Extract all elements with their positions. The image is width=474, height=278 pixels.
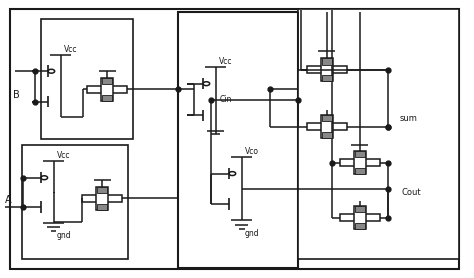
Bar <box>354 151 366 174</box>
Bar <box>355 151 365 157</box>
Bar <box>355 206 365 212</box>
Bar <box>102 95 112 101</box>
Text: Cout: Cout <box>401 188 421 197</box>
Text: Vcc: Vcc <box>64 45 78 54</box>
Bar <box>101 78 113 101</box>
Bar <box>355 168 365 174</box>
Bar <box>355 223 365 229</box>
Text: Vcc: Vcc <box>219 57 233 66</box>
Bar <box>354 206 366 229</box>
Text: A: A <box>4 195 11 205</box>
Bar <box>299 9 459 259</box>
Bar <box>96 187 108 210</box>
Bar <box>340 214 380 221</box>
Bar <box>102 78 112 84</box>
Bar <box>322 58 332 64</box>
Bar <box>82 195 122 202</box>
Bar <box>87 86 127 93</box>
Bar <box>97 187 107 193</box>
Bar <box>307 66 346 73</box>
Bar <box>22 145 128 259</box>
Text: Vcc: Vcc <box>57 151 71 160</box>
Text: gnd: gnd <box>56 231 71 240</box>
Bar <box>178 12 299 268</box>
Text: B: B <box>12 90 19 100</box>
Bar <box>322 132 332 138</box>
Text: Vco: Vco <box>245 147 259 156</box>
Bar <box>322 115 332 121</box>
Text: gnd: gnd <box>245 229 259 238</box>
Bar <box>41 19 133 139</box>
Bar <box>322 75 332 81</box>
Bar <box>321 58 333 81</box>
Bar <box>307 123 346 130</box>
Bar <box>340 159 380 166</box>
Text: sum: sum <box>400 114 418 123</box>
Bar <box>97 204 107 210</box>
Bar <box>321 115 333 138</box>
Text: Cin: Cin <box>219 95 232 104</box>
